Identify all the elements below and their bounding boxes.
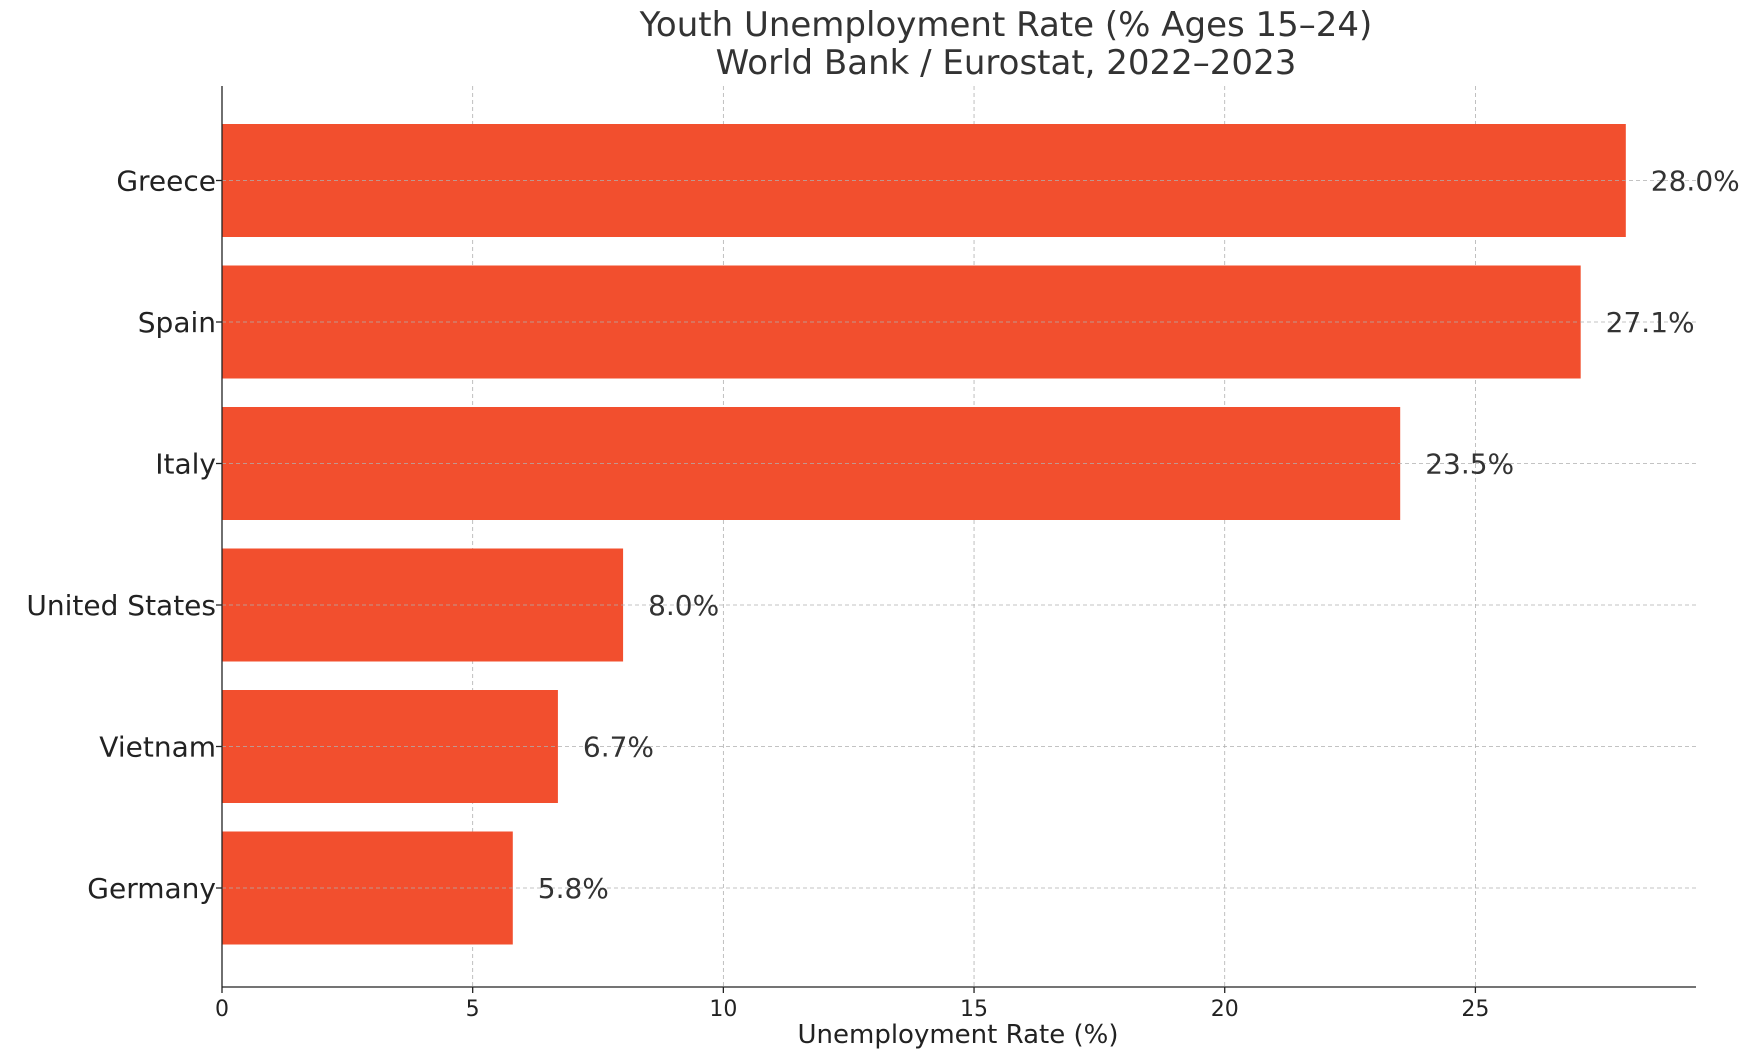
bars — [222, 124, 1626, 945]
bar-value-label: 27.1% — [1606, 306, 1695, 339]
category-label: Spain — [138, 306, 216, 339]
x-axis-title: Unemployment Rate (%) — [798, 1020, 1119, 1050]
bar — [222, 831, 513, 945]
x-tick-label: 10 — [709, 997, 737, 1022]
bar-value-label: 23.5% — [1425, 448, 1514, 481]
category-label: Italy — [155, 448, 216, 481]
category-label: United States — [26, 589, 216, 622]
x-tick-label: 20 — [1211, 997, 1239, 1022]
x-tick-label: 15 — [960, 997, 988, 1022]
x-tick-label: 25 — [1461, 997, 1489, 1022]
labels: 28.0% Greece 27.1% Spain 23.5% Italy 8.0% Unite… — [26, 165, 1739, 1023]
category-label: Vietnam — [99, 731, 216, 764]
category-label: Germany — [87, 872, 216, 905]
bar — [222, 690, 558, 803]
bar — [222, 548, 624, 662]
x-tick-label: 5 — [466, 997, 480, 1022]
chart-title: Youth Unemployment Rate (% Ages 15–24) — [639, 5, 1373, 45]
axes — [216, 86, 1696, 993]
bar-value-label: 8.0% — [648, 589, 719, 622]
x-tick-label: 0 — [215, 997, 229, 1022]
bar-value-label: 28.0% — [1651, 165, 1740, 198]
bar-value-label: 6.7% — [583, 731, 654, 764]
chart-subtitle: World Bank / Eurostat, 2022–2023 — [716, 43, 1297, 83]
bar-value-label: 5.8% — [538, 872, 609, 905]
category-label: Greece — [116, 165, 216, 198]
